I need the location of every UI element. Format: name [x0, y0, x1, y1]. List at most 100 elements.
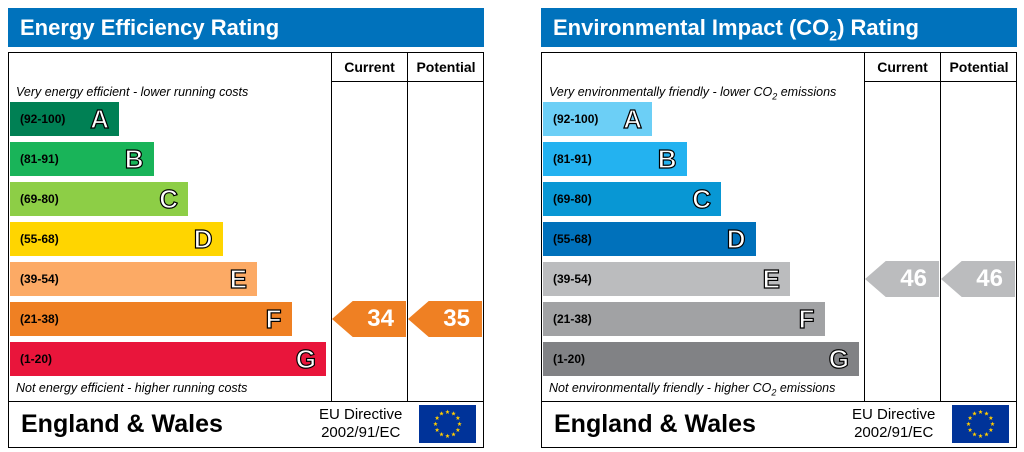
band-d: (55-68) D — [10, 222, 223, 256]
header-divider — [864, 81, 1016, 82]
rating-table: Current Potential Very environmentally f… — [541, 52, 1017, 402]
column-divider — [331, 53, 332, 401]
potential-rating-arrow: 35 — [408, 301, 482, 337]
band-letter: D — [726, 223, 746, 254]
eu-star-icon — [972, 431, 977, 437]
current-rating-arrow: 46 — [865, 261, 939, 297]
directive-line-2: 2002/91/EC — [854, 424, 934, 441]
band-range-label: (69-80) — [20, 192, 59, 206]
current-rating-value: 34 — [367, 305, 394, 332]
band-range-label: (69-80) — [553, 192, 592, 206]
band-letter: G — [295, 343, 316, 374]
band-range-label: (39-54) — [553, 272, 592, 286]
eu-star-icon — [439, 411, 444, 416]
band-range-label: (1-20) — [20, 352, 53, 366]
column-header-potential: Potential — [416, 59, 476, 75]
band-range-label: (55-68) — [20, 232, 59, 246]
band-b: (81-91) B — [543, 142, 687, 176]
band-range-label: (92-100) — [20, 112, 66, 126]
band-letter: B — [657, 143, 677, 174]
band-letter: F — [798, 303, 815, 334]
potential-rating-value: 46 — [976, 265, 1003, 292]
region-label: England & Wales — [554, 410, 756, 438]
potential-rating-arrow: 46 — [941, 261, 1015, 297]
band-range-label: (21-38) — [20, 312, 59, 326]
chart-title: Energy Efficiency Rating — [8, 8, 484, 47]
eu-star-icon — [434, 427, 440, 432]
band-letter: E — [229, 263, 248, 294]
eu-star-icon — [978, 433, 983, 438]
column-divider — [864, 53, 865, 401]
band-letter: E — [762, 263, 781, 294]
environmental-impact-panel: Environmental Impact (CO2) Rating Curren… — [541, 8, 1017, 448]
bottom-caption: Not environmentally friendly - higher CO… — [549, 381, 836, 398]
band-letter: C — [159, 183, 179, 214]
directive-line-1: EU Directive — [852, 406, 936, 423]
directive-line-2: 2002/91/EC — [321, 424, 401, 441]
band-d: (55-68) D — [543, 222, 756, 256]
directive-line-1: EU Directive — [319, 406, 403, 423]
band-g: (1-20) G — [543, 342, 859, 376]
potential-rating-value: 35 — [443, 305, 470, 332]
column-divider — [940, 53, 941, 401]
eu-star-icon — [455, 415, 461, 420]
band-letter: G — [828, 343, 849, 374]
band-range-label: (39-54) — [20, 272, 59, 286]
band-letter: A — [90, 103, 110, 134]
band-range-label: (92-100) — [553, 112, 599, 126]
band-letter: B — [124, 143, 144, 174]
band-letter: F — [265, 303, 282, 334]
band-a: (92-100) A — [543, 102, 652, 136]
current-rating-arrow: 34 — [332, 301, 406, 337]
rating-table: Current Potential Very energy efficient … — [8, 52, 484, 402]
band-c: (69-80) C — [543, 182, 721, 216]
band-f: (21-38) F — [10, 302, 292, 336]
band-f: (21-38) F — [543, 302, 825, 336]
top-caption: Very energy efficient - lower running co… — [16, 85, 249, 99]
band-range-label: (81-91) — [553, 152, 592, 166]
top-caption: Very environmentally friendly - lower CO… — [549, 85, 837, 102]
column-header-current: Current — [877, 59, 928, 75]
chart-title: Environmental Impact (CO2) Rating — [541, 8, 1017, 47]
footer: England & Wales EU Directive 2002/91/EC — [541, 402, 1017, 448]
eu-star-icon — [434, 415, 440, 420]
band-range-label: (81-91) — [20, 152, 59, 166]
eu-star-icon — [455, 427, 461, 432]
band-range-label: (55-68) — [553, 232, 592, 246]
eu-flag-icon — [419, 405, 476, 443]
eu-star-icon — [445, 409, 450, 414]
eu-star-icon — [966, 421, 971, 426]
eu-star-icon — [967, 427, 973, 432]
band-letter: A — [623, 103, 643, 134]
column-header-potential: Potential — [949, 59, 1009, 75]
eu-star-icon — [984, 411, 989, 416]
band-b: (81-91) B — [10, 142, 154, 176]
eu-directive: EU Directive 2002/91/EC — [319, 406, 402, 442]
eu-star-icon — [972, 411, 977, 416]
eu-star-icon — [990, 421, 995, 426]
eu-star-icon — [967, 415, 973, 420]
band-a: (92-100) A — [10, 102, 119, 136]
eu-star-icon — [988, 415, 994, 420]
band-letter: C — [692, 183, 712, 214]
eu-star-icon — [451, 431, 456, 437]
energy-efficiency-panel: Energy Efficiency Rating Current Potenti… — [8, 8, 484, 448]
band-g: (1-20) G — [10, 342, 326, 376]
eu-star-icon — [445, 433, 450, 438]
eu-directive: EU Directive 2002/91/EC — [852, 406, 935, 442]
eu-star-icon — [978, 409, 983, 414]
band-range-label: (1-20) — [553, 352, 586, 366]
current-rating-value: 46 — [900, 265, 927, 292]
footer: England & Wales EU Directive 2002/91/EC — [8, 402, 484, 448]
eu-star-icon — [451, 411, 456, 416]
eu-star-icon — [988, 427, 994, 432]
eu-flag-icon — [952, 405, 1009, 443]
eu-star-icon — [433, 421, 438, 426]
column-divider — [407, 53, 408, 401]
band-letter: D — [193, 223, 213, 254]
column-header-current: Current — [344, 59, 395, 75]
band-c: (69-80) C — [10, 182, 188, 216]
band-e: (39-54) E — [543, 262, 790, 296]
header-divider — [331, 81, 483, 82]
eu-star-icon — [984, 431, 989, 437]
